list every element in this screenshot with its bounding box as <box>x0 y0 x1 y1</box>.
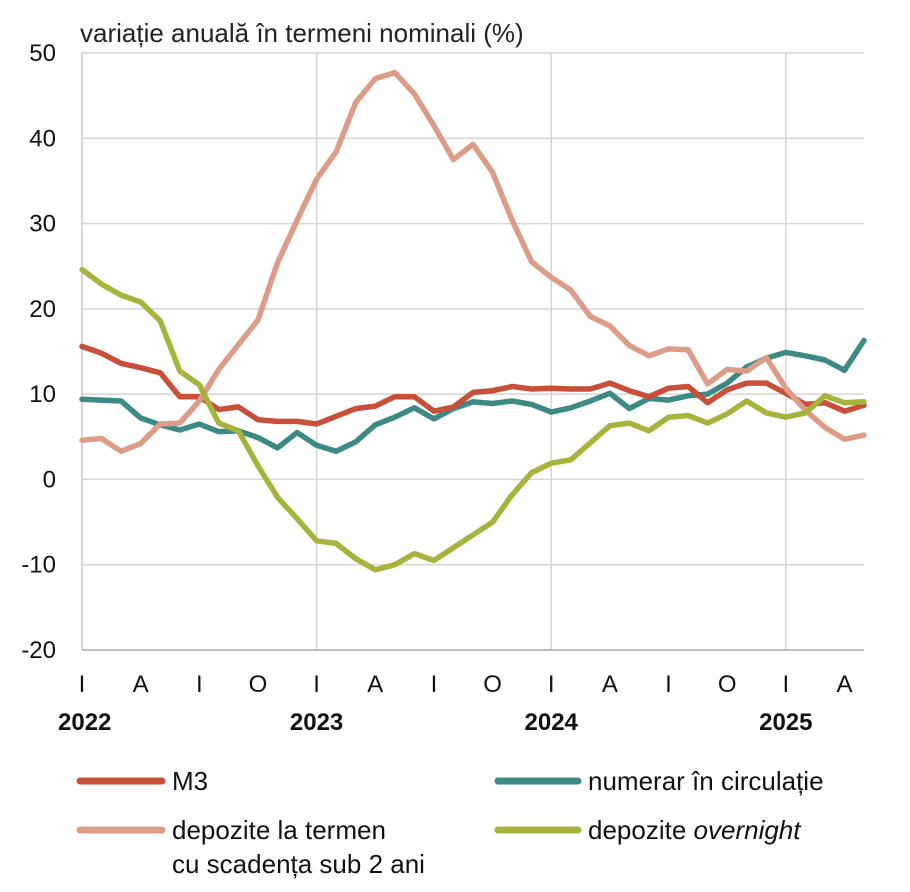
x-tick-label: I <box>548 671 555 698</box>
x-tick-label: I <box>79 671 86 698</box>
legend-label-m3: M3 <box>172 766 208 796</box>
series-line-1 <box>79 337 867 455</box>
x-tick-label: A <box>836 671 852 698</box>
legend-label-overnight: depozite overnight <box>588 815 802 845</box>
year-label: 2023 <box>290 709 343 736</box>
y-tick-label: 50 <box>29 40 56 67</box>
chart-title: variație anuală în termeni nominali (%) <box>80 18 524 48</box>
x-tick-label: A <box>602 671 618 698</box>
x-tick-label: A <box>133 671 149 698</box>
y-tick-label: 40 <box>29 125 56 152</box>
legend: M3 numerar în circulație depozite la ter… <box>76 766 824 879</box>
year-label: 2025 <box>759 709 812 736</box>
series-line-3 <box>79 266 867 573</box>
x-tick-label: O <box>249 671 268 698</box>
y-tick-label: 20 <box>29 296 56 323</box>
y-tick-label: 30 <box>29 211 56 238</box>
x-tick-label: I <box>431 671 438 698</box>
y-axis-ticks: 50 40 30 20 10 0 -10 -20 <box>21 40 56 664</box>
x-tick-label: I <box>196 671 203 698</box>
x-tick-label: I <box>665 671 672 698</box>
x-tick-label: A <box>367 671 383 698</box>
x-axis: I A I O I A I O I A I O I A 2022 2023 2024 2025 <box>58 671 852 736</box>
year-label: 2024 <box>525 709 579 736</box>
x-tick-label: O <box>483 671 502 698</box>
series-lines <box>79 69 867 573</box>
y-tick-label: -10 <box>21 552 56 579</box>
x-tick-label: O <box>718 671 737 698</box>
y-tick-label: -20 <box>21 637 56 664</box>
legend-label-termen-line2: cu scadența sub 2 ani <box>172 849 425 879</box>
legend-label-termen-line1: depozite la termen <box>172 815 386 845</box>
y-tick-label: 10 <box>29 381 56 408</box>
x-tick-label: I <box>782 671 789 698</box>
series-line-2 <box>79 69 867 455</box>
year-label: 2022 <box>58 709 111 736</box>
x-tick-label: I <box>313 671 320 698</box>
y-tick-label: 0 <box>43 466 56 493</box>
legend-label-numerar: numerar în circulație <box>588 766 824 796</box>
legend-label-overnight-italic: overnight <box>694 815 803 845</box>
legend-label-overnight-prefix: depozite <box>588 815 694 845</box>
